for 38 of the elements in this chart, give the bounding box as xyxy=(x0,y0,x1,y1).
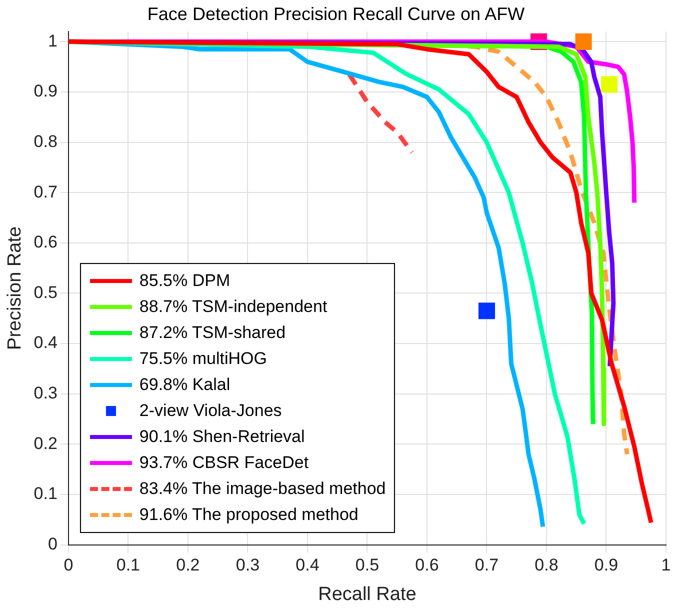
y-axis-title: Precision Rate xyxy=(4,226,26,350)
legend-label: 90.1% Shen-Retrieval xyxy=(139,426,305,448)
x-tick-label: 0.7 xyxy=(474,556,499,575)
y-tick-label: 0.1 xyxy=(34,484,58,504)
y-tick-label: 0.4 xyxy=(34,333,58,352)
y-tick-label: 0.3 xyxy=(34,384,58,403)
y-tick-label: 0.9 xyxy=(34,82,58,101)
y-tick-label: 0.7 xyxy=(34,182,58,202)
x-tick-label: 1 xyxy=(661,556,671,575)
x-tick-label: 0.6 xyxy=(415,556,439,575)
legend-label: 87.2% TSM-shared xyxy=(139,322,286,344)
x-tick-label: 0.2 xyxy=(176,556,200,575)
x-tick-label: 0.4 xyxy=(296,556,320,575)
legend-label: 83.4% The image-based method xyxy=(139,478,386,500)
y-tick-label: 1 xyxy=(48,31,58,50)
y-tick-label: 0.8 xyxy=(34,132,58,151)
x-tick-label: 0.8 xyxy=(534,556,558,575)
y-tick-label: 0.5 xyxy=(34,282,58,302)
x-tick-label: 0.5 xyxy=(355,556,380,575)
legend-label: 91.6% The proposed method xyxy=(139,504,358,526)
y-tick-label: 0 xyxy=(48,534,58,554)
legend-label: 85.5% DPM xyxy=(139,270,230,292)
x-tick-label: 0.9 xyxy=(594,556,618,575)
x-tick-label: 0.3 xyxy=(236,556,260,575)
x-tick-label: 0 xyxy=(64,556,74,575)
legend-label: 93.7% CBSR FaceDet xyxy=(139,452,309,474)
point xyxy=(575,33,592,50)
point xyxy=(600,76,618,93)
legend-label: 88.7% TSM-independent xyxy=(139,296,328,318)
x-tick-label: 0.1 xyxy=(116,556,140,575)
x-axis-title: Recall Rate xyxy=(318,584,416,605)
point xyxy=(478,302,496,320)
legend-label: 2-view Viola-Jones xyxy=(139,400,282,422)
legend-label: 69.8% Kalal xyxy=(139,374,230,396)
legend-label: 75.5% multiHOG xyxy=(139,348,267,370)
y-tick-label: 0.2 xyxy=(34,434,58,453)
chart-title: Face Detection Precision Recall Curve on AFW xyxy=(147,4,525,24)
y-tick-label: 0.6 xyxy=(34,232,58,252)
